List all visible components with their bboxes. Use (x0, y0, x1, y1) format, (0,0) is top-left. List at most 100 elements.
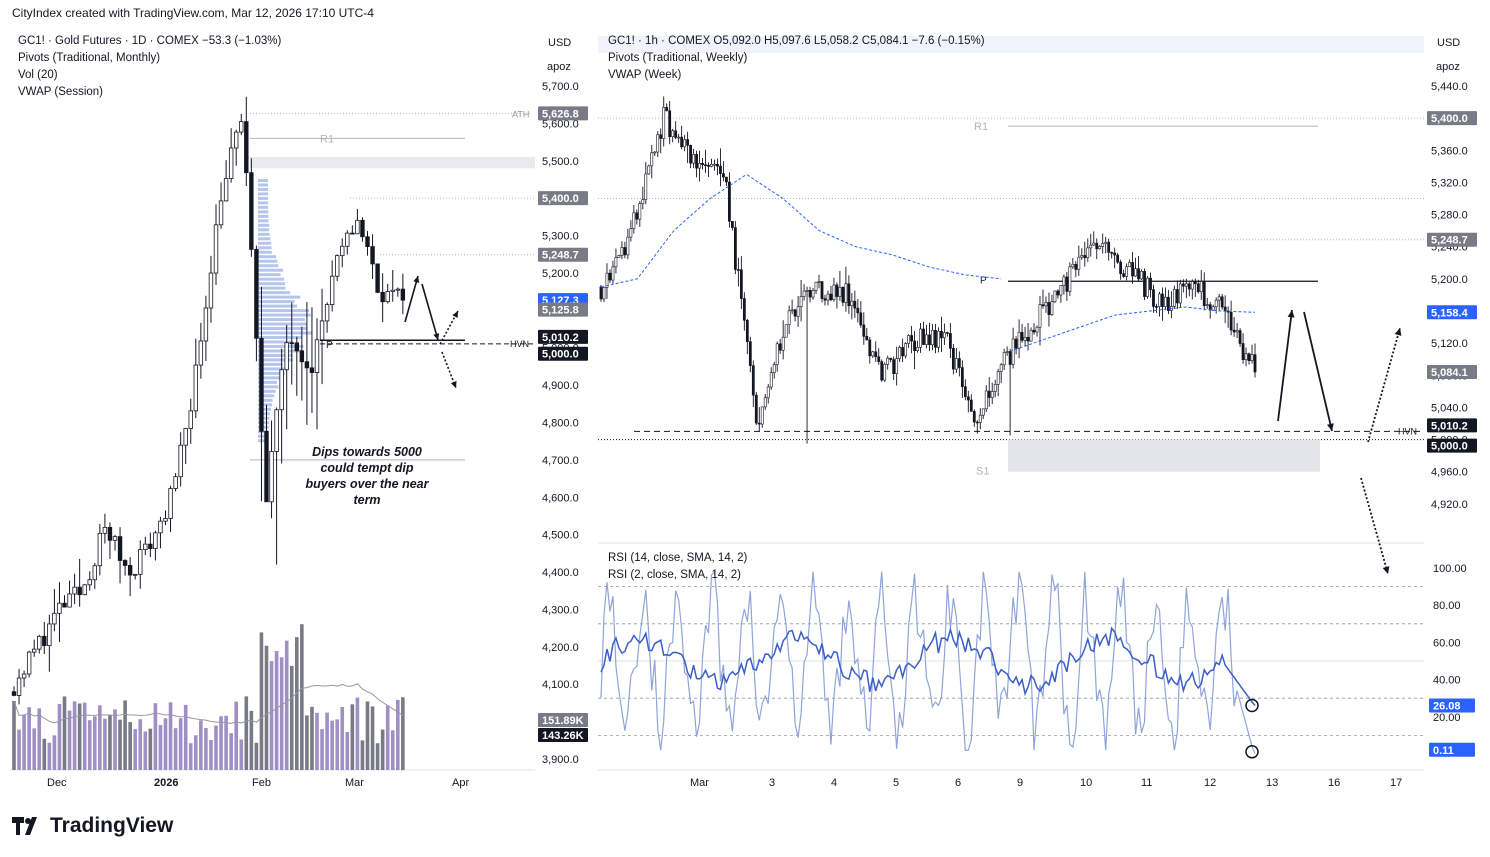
price-label-bg (1427, 305, 1477, 320)
rsi14-legend: RSI (14, close, SMA, 14, 2) (608, 552, 748, 564)
candle-body (817, 281, 821, 283)
candle-body (1128, 262, 1131, 268)
candle-body (390, 289, 395, 292)
right-legend: GC1! · 1h · COMEX O5,092.0 H5,097.6 L5,0… (608, 33, 985, 84)
candle-body (1092, 242, 1096, 246)
y-tick-label: 3,900.0 (542, 754, 579, 766)
candle-body (148, 543, 153, 549)
r1-zone (250, 157, 535, 169)
annotation-line: buyers over the near (306, 477, 430, 491)
candle-body (153, 532, 158, 549)
volume-profile-bar (258, 246, 272, 250)
candle-body (844, 283, 848, 303)
chart-caption: CityIndex created with TradingView.com, … (12, 6, 374, 20)
candle-body (1041, 304, 1045, 307)
right-scale-mode[interactable]: apoz (1436, 61, 1460, 73)
price-label-text: 5,000.0 (1431, 441, 1468, 453)
candle-body (668, 110, 672, 137)
right-price-chart[interactable]: Mar 3 4 5 6 9 10 11 12 13 16 17 R1 P HVN S1 (598, 26, 1424, 796)
x-tick-label: 4 (831, 777, 837, 789)
candle-body (796, 306, 800, 317)
left-scale-mode[interactable]: apoz (547, 61, 571, 73)
volume-profile-bar (258, 358, 294, 362)
candle-body (314, 339, 320, 373)
candle-body (1187, 283, 1191, 290)
price-label-bg (538, 247, 588, 262)
left-price-chart[interactable]: Dec 2026 Feb Mar Apr ATH R1 HVN P Dips towards 50… (10, 26, 535, 796)
volume-profile-bar (258, 264, 279, 268)
volume-profile-bar (258, 371, 285, 375)
candle-body (617, 255, 621, 258)
candle-body (925, 334, 928, 345)
rsi-legend: RSI (14, close, SMA, 14, 2) RSI (2, clos… (608, 550, 747, 584)
candle-body (719, 165, 722, 174)
candle-body (787, 310, 791, 326)
candle-body (1238, 330, 1242, 344)
x-tick-label: 13 (1266, 777, 1278, 789)
volume-profile-bar (258, 318, 305, 322)
candle-body (1026, 336, 1030, 342)
volume-bar (396, 699, 400, 770)
volume-bar (113, 709, 117, 770)
candle-body (1140, 271, 1143, 280)
volume-bar (315, 712, 319, 770)
y-tick-label: 5,040.0 (1431, 402, 1468, 414)
right-currency[interactable]: USD (1437, 37, 1461, 49)
proj-arrow-down-head (1326, 423, 1334, 431)
volume-bar (128, 722, 132, 770)
proj-arrow-down-dotted-head (1382, 566, 1390, 574)
candle-body (904, 343, 908, 357)
candle-body (835, 284, 839, 297)
volume-bar (168, 702, 173, 770)
candle-body (901, 347, 905, 357)
candle-body (760, 406, 764, 425)
price-label-bg (1427, 232, 1477, 247)
candle-body (1023, 336, 1027, 341)
left-chart-panel[interactable]: Dec 2026 Feb Mar Apr ATH R1 HVN P Dips towards 50… (10, 26, 535, 796)
volume-profile-bar (258, 205, 269, 209)
volume-bar (289, 665, 294, 770)
candle-body (26, 651, 32, 675)
candle-body (704, 164, 707, 167)
volume-profile-bar (258, 336, 302, 340)
volume-bar (173, 728, 178, 770)
volume-bar (269, 661, 274, 770)
candle-body (999, 364, 1003, 372)
candle-body (208, 272, 214, 309)
candle-body (677, 136, 681, 139)
candle-body (716, 163, 719, 167)
candle-body (228, 147, 234, 179)
candle-body (72, 586, 77, 595)
arrow-up-2-head (452, 311, 458, 318)
price-label-bg (1427, 111, 1477, 126)
candle-body (790, 309, 794, 312)
left-price-axis[interactable]: 5,700.0 5,600.0 5,500.0 5,400.0 5,300.0 5,200… (536, 26, 592, 796)
rsi-tick-label: 60.00 (1433, 637, 1461, 649)
volume-bar (360, 740, 365, 770)
left-currency[interactable]: USD (548, 37, 572, 49)
volume-bar (209, 740, 213, 770)
candle-body (710, 164, 713, 167)
s1-zone (1008, 439, 1320, 472)
rsi14-line (600, 626, 1256, 706)
right-chart-panel[interactable]: Mar 3 4 5 6 9 10 11 12 13 16 17 R1 P HVN S1 GC1! · 1h ·… (598, 26, 1424, 796)
candle-body (701, 163, 704, 166)
rsi-tick-label: 80.00 (1433, 600, 1461, 612)
right-legend-symbol: GC1! · 1h · COMEX O5,092.0 H5,097.6 L5,0… (608, 35, 985, 47)
tradingview-brand[interactable]: TradingView (12, 814, 173, 838)
candle-body (350, 232, 355, 235)
right-price-axis[interactable]: 5,440.05,400.05,360.05,320.05,280.05,240… (1425, 26, 1481, 796)
candle-body (722, 173, 725, 178)
candle-body (754, 394, 758, 424)
volume-bar (67, 710, 72, 770)
candle-body (1056, 290, 1060, 296)
candle-body (1005, 351, 1009, 353)
rsi14-circle-marker (1245, 698, 1259, 713)
x-tick-label: Apr (452, 777, 469, 789)
price-label-text: 151.89K (542, 715, 584, 727)
candle-body (868, 339, 872, 357)
hvn-label: HVN (510, 339, 529, 349)
candle-body (937, 330, 940, 348)
candle-body (239, 121, 244, 133)
y-tick-label: 4,920.0 (1431, 499, 1468, 511)
